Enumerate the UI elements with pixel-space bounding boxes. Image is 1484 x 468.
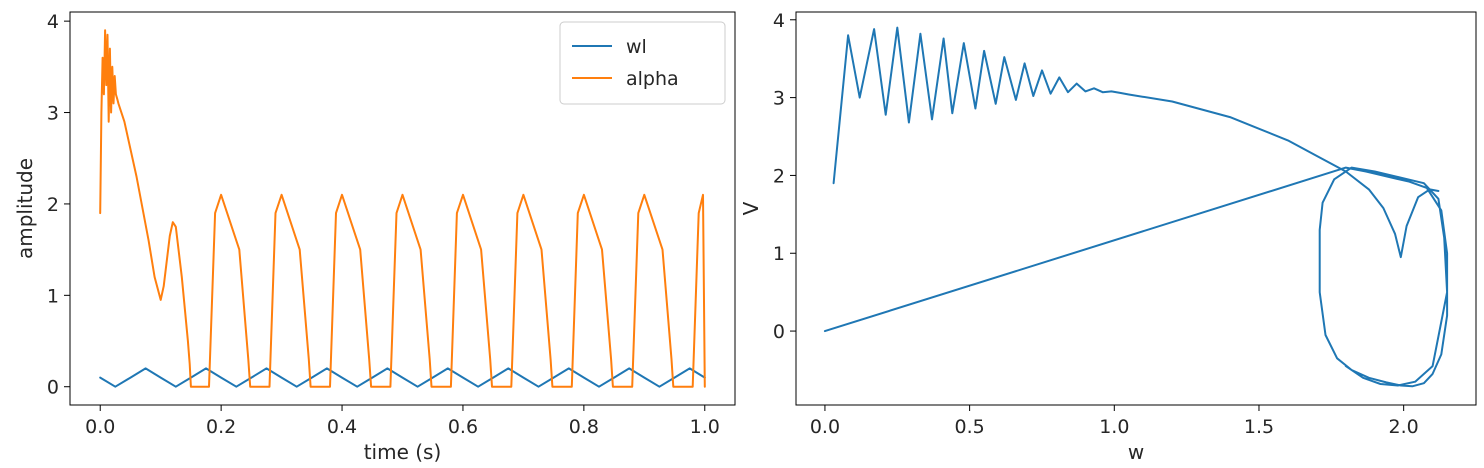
y-tick-label: 1 <box>47 285 59 307</box>
series-line-path-1 <box>832 26 1440 259</box>
axes-frame <box>795 11 1477 406</box>
x-tick-label: 0.0 <box>810 416 840 438</box>
y-tick-label: 1 <box>773 243 785 265</box>
x-tick-label: 1.0 <box>1099 416 1129 438</box>
x-axis-label: w <box>1128 440 1144 464</box>
series-line-alpha <box>99 29 706 388</box>
y-axis-label: amplitude <box>13 158 37 259</box>
series-line-wl <box>99 367 706 388</box>
chart-phase-portrait: 0.0 0.5 1.0 1.5 2.0 0 1 2 3 4 w V <box>739 10 1477 464</box>
legend-label-wl: wl <box>626 36 647 58</box>
y-tick-label: 0 <box>773 321 785 343</box>
x-tick-label: 1.0 <box>690 416 720 438</box>
series-line-path-0 <box>823 166 1449 388</box>
legend-box <box>559 21 726 105</box>
y-tick-label: 3 <box>47 103 59 125</box>
chart-time-series: 0.0 0.2 0.4 0.6 0.8 1.0 0 1 2 3 4 time (s) amplitude… <box>13 11 736 464</box>
legend: wl alpha <box>559 21 726 105</box>
x-tick-label: 0.5 <box>955 416 985 438</box>
y-tick-label: 0 <box>47 377 59 399</box>
axes-frame <box>69 11 736 406</box>
y-tick-label: 4 <box>47 11 59 33</box>
x-tick-label: 0.2 <box>206 416 236 438</box>
y-tick-label: 3 <box>773 88 785 110</box>
x-tick-label: 0.4 <box>327 416 357 438</box>
x-tick-label: 0.0 <box>85 416 115 438</box>
x-tick-label: 2.0 <box>1389 416 1419 438</box>
y-tick-label: 2 <box>773 165 785 187</box>
y-axis-label: V <box>739 201 763 215</box>
x-axis-label: time (s) <box>364 440 442 464</box>
x-tick-label: 1.5 <box>1244 416 1274 438</box>
legend-label-alpha: alpha <box>626 68 679 90</box>
x-tick-label: 0.6 <box>448 416 478 438</box>
y-tick-label: 2 <box>47 194 59 216</box>
y-tick-label: 4 <box>773 10 785 32</box>
x-tick-label: 0.8 <box>569 416 599 438</box>
